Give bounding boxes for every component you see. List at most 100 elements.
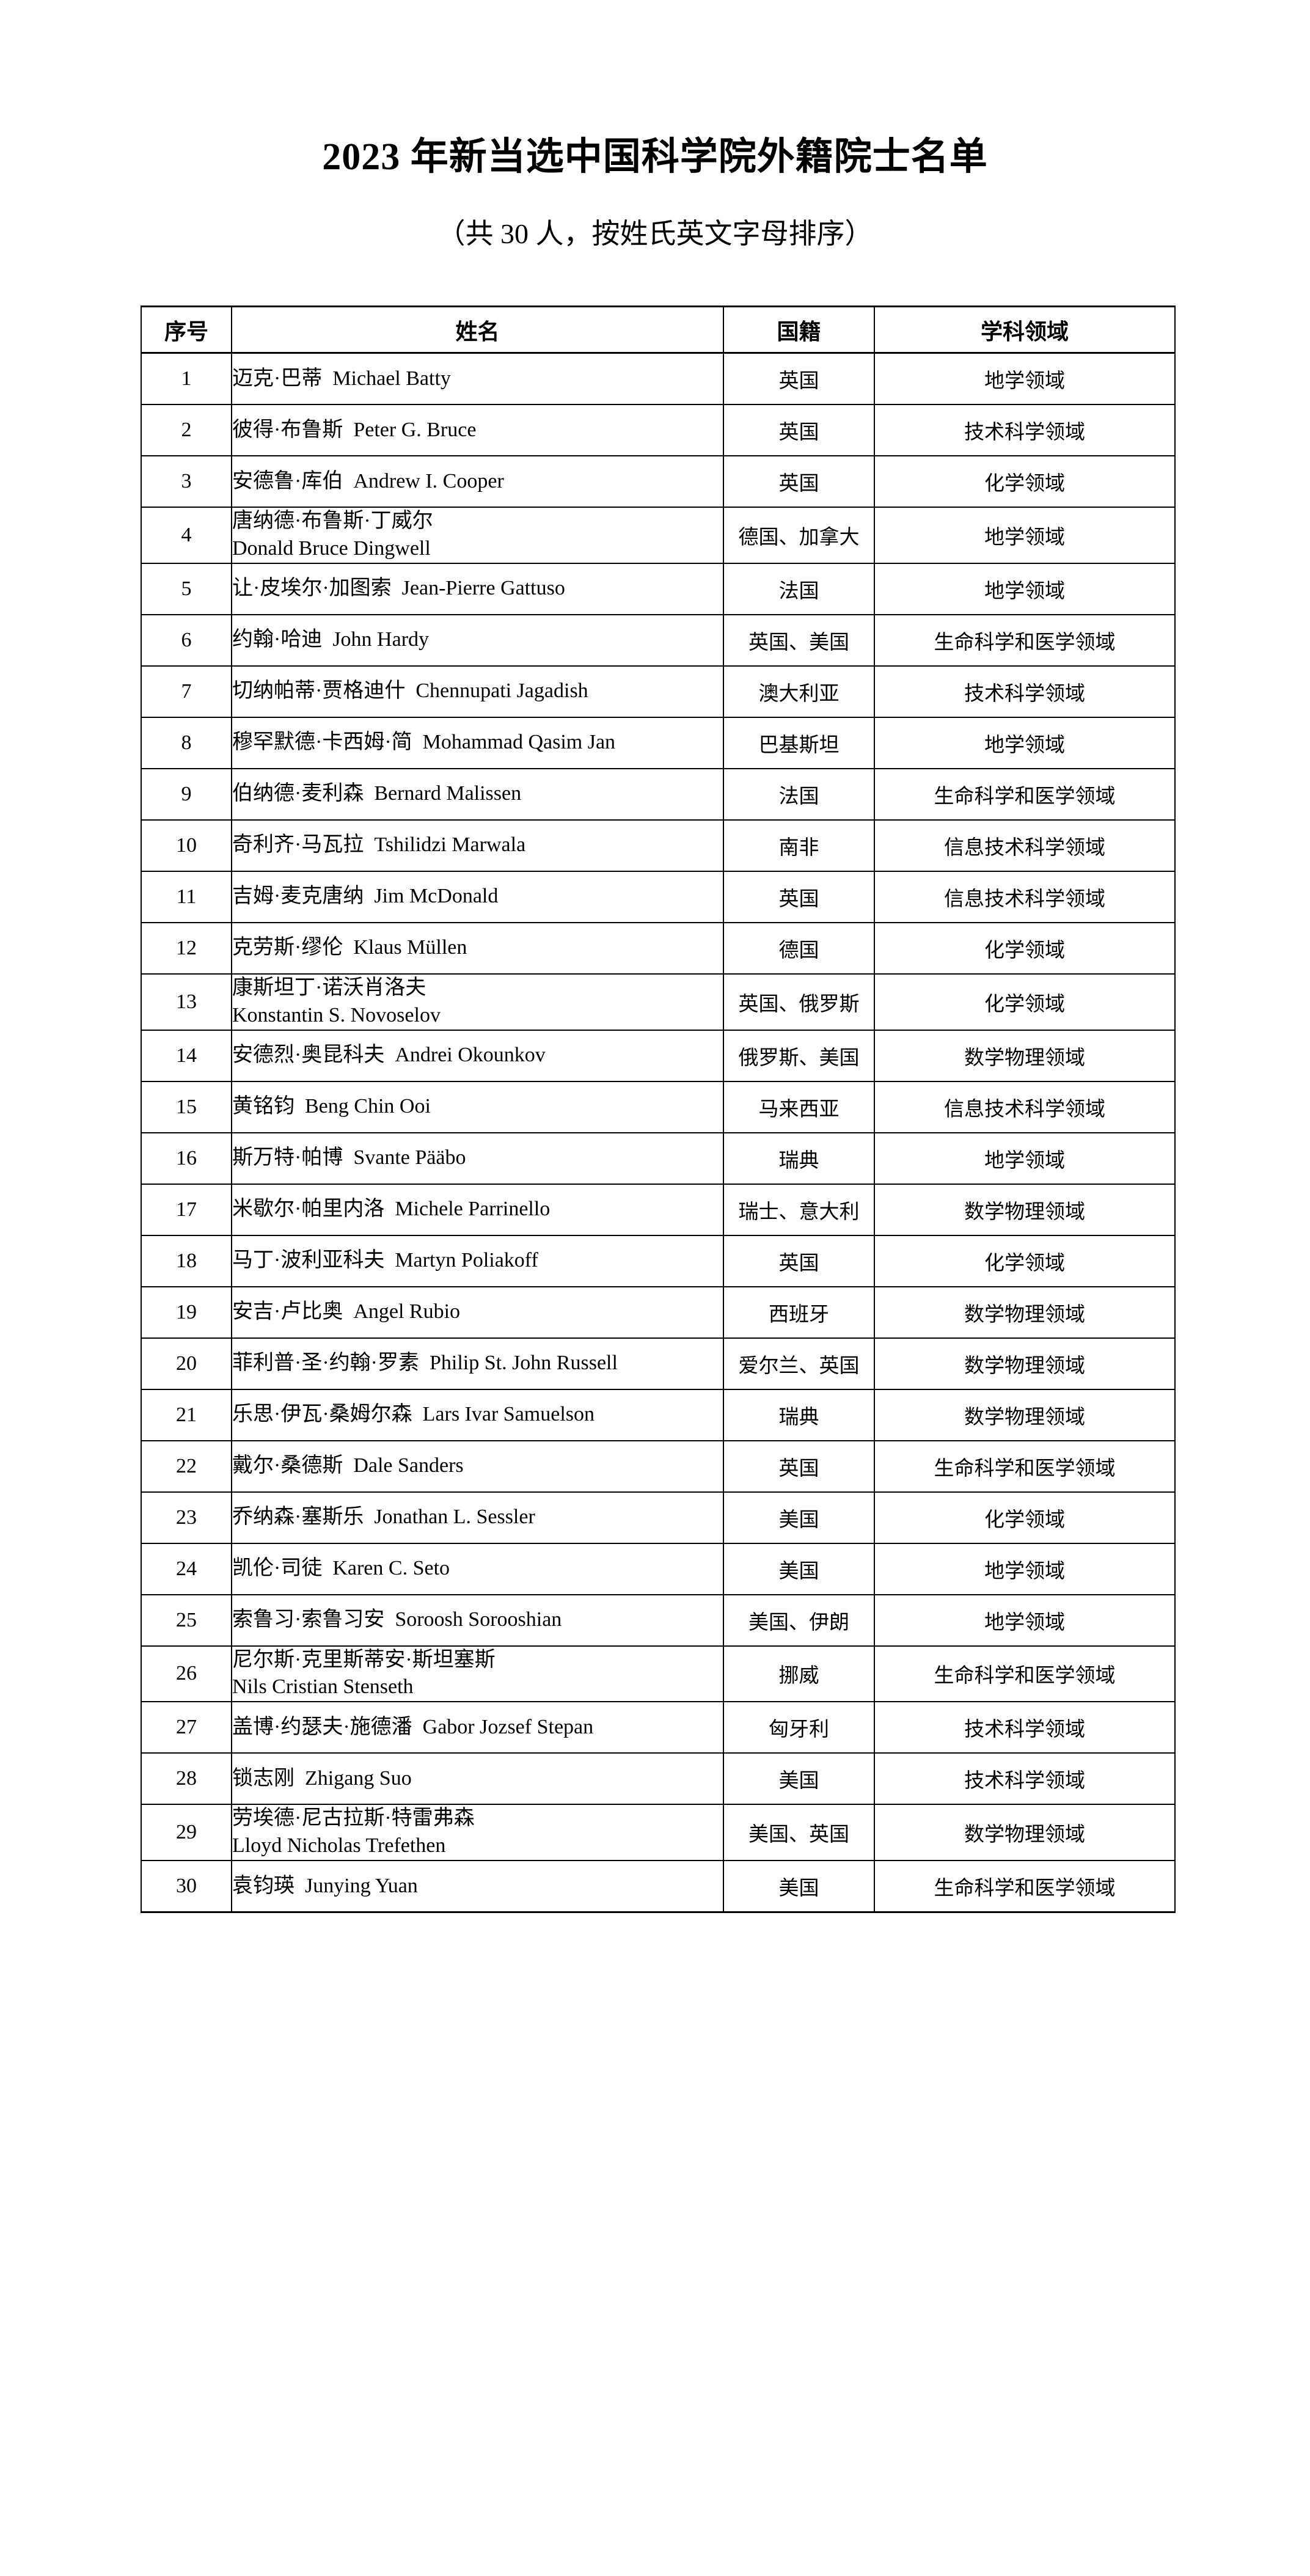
cell-discipline-field: 数学物理领域 [874,1029,1176,1082]
table-row: 14 安德烈·奥昆科夫 Andrei Okounkov 俄罗斯、美国 数学物理领域 [141,1029,1176,1082]
cell-nationality: 英国 [723,404,875,456]
cell-discipline-field: 生命科学和医学领域 [874,767,1176,821]
cell-discipline-field: 数学物理领域 [874,1337,1176,1390]
name-english: Lars Ivar Samuelson [422,1403,595,1426]
cell-name: 奇利齐·马瓦拉 Tshilidzi Marwala [231,819,724,872]
name-chinese: 劳埃德·尼古拉斯·特雷弗森 [232,1807,475,1830]
name-chinese: 乔纳森·塞斯乐 [232,1506,364,1529]
cell-nationality: 瑞士、意大利 [723,1183,875,1236]
cell-discipline-field: 地学领域 [874,1594,1176,1647]
cell-name: 锁志刚 Zhigang Suo [231,1752,724,1806]
cell-sequence: 5 [141,562,232,615]
table-row: 25 索鲁习·索鲁习安 Soroosh Sorooshian 美国、伊朗 地学领域 [141,1594,1176,1647]
cell-sequence: 26 [141,1645,232,1703]
cell-discipline-field: 数学物理领域 [874,1388,1176,1441]
name-english: Angel Rubio [353,1300,461,1323]
name-chinese: 米歇尔·帕里内洛 [232,1198,385,1221]
table-row: 6 约翰·哈迪 John Hardy 英国、美国 生命科学和医学领域 [141,613,1176,667]
cell-discipline-field: 地学领域 [874,1132,1176,1185]
cell-discipline-field: 生命科学和医学领域 [874,613,1176,667]
table-row: 1 迈克·巴蒂 Michael Batty 英国 地学领域 [141,352,1176,405]
cell-name: 安德烈·奥昆科夫 Andrei Okounkov [231,1029,724,1082]
cell-sequence: 23 [141,1491,232,1544]
cell-nationality: 英国 [723,1234,875,1287]
page-title: 2023 年新当选中国科学院外籍院士名单 [322,136,988,178]
cell-name: 让·皮埃尔·加图索 Jean-Pierre Gattuso [231,562,724,615]
cell-discipline-field: 地学领域 [874,1542,1176,1595]
name-english: Zhigang Suo [305,1766,412,1790]
name-chinese: 斯万特·帕博 [232,1146,343,1169]
cell-discipline-field: 信息技术科学领域 [874,819,1176,872]
name-chinese: 戴尔·桑德斯 [232,1454,343,1477]
table-row: 10 奇利齐·马瓦拉 Tshilidzi Marwala 南非 信息技术科学领域 [141,819,1176,872]
name-english: Michael Batty [332,367,451,390]
cell-nationality: 美国 [723,1752,875,1806]
cell-discipline-field: 技术科学领域 [874,665,1176,718]
cell-discipline-field: 化学领域 [874,1491,1176,1544]
cell-sequence: 21 [141,1388,232,1441]
cell-name: 安吉·卢比奥 Angel Rubio [231,1286,724,1339]
cell-discipline-field: 生命科学和医学领域 [874,1645,1176,1703]
cell-name: 约翰·哈迪 John Hardy [231,613,724,667]
cell-name: 戴尔·桑德斯 Dale Sanders [231,1440,724,1493]
table-row: 19 安吉·卢比奥 Angel Rubio 西班牙 数学物理领域 [141,1286,1176,1339]
cell-sequence: 27 [141,1701,232,1754]
table-row: 2 彼得·布鲁斯 Peter G. Bruce 英国 技术科学领域 [141,404,1176,456]
name-english: Martyn Poliakoff [395,1249,538,1272]
cell-name: 彼得·布鲁斯 Peter G. Bruce [231,404,724,456]
table-row: 13 康斯坦丁·诺沃肖洛夫 Konstantin S. Novoselov 英国、俄罗… [141,973,1176,1031]
table-row: 5 让·皮埃尔·加图索 Jean-Pierre Gattuso 法国 地学领域 [141,562,1176,615]
cell-sequence: 4 [141,507,232,564]
cell-discipline-field: 信息技术科学领域 [874,870,1176,923]
table-row: 4 唐纳德·布鲁斯·丁威尔 Donald Bruce Dingwell 德国、加拿大地… [141,507,1176,564]
cell-sequence: 15 [141,1080,232,1133]
cell-discipline-field: 化学领域 [874,973,1176,1031]
table-row: 17 米歇尔·帕里内洛 Michele Parrinello 瑞士、意大利 数学物理领… [141,1183,1176,1236]
name-english: John Hardy [332,628,430,651]
table-row: 7 切纳帕蒂·贾格迪什 Chennupati Jagadish 澳大利亚 技术科学领域 [141,665,1176,718]
cell-discipline-field: 生命科学和医学领域 [874,1860,1176,1913]
cell-name: 盖博·约瑟夫·施德潘 Gabor Jozsef Stepan [231,1701,724,1754]
table-row: 15 黄铭钧 Beng Chin Ooi 马来西亚 信息技术科学领域 [141,1080,1176,1133]
name-chinese: 安吉·卢比奥 [232,1300,343,1323]
table-row: 26 尼尔斯·克里斯蒂安·斯坦塞斯 Nils Cristian Stenseth 挪威… [141,1645,1176,1703]
column-header-sequence: 序号 [141,306,232,354]
cell-name: 迈克·巴蒂 Michael Batty [231,352,724,405]
cell-sequence: 14 [141,1029,232,1082]
table-row: 30 袁钧瑛 Junying Yuan 美国 生命科学和医学领域 [141,1860,1176,1913]
cell-nationality: 美国、伊朗 [723,1594,875,1647]
cell-sequence: 13 [141,973,232,1031]
cell-nationality: 美国、英国 [723,1804,875,1861]
name-english: Jonathan L. Sessler [374,1506,535,1529]
name-english: Junying Yuan [305,1874,418,1897]
cell-sequence: 3 [141,455,232,508]
cell-name: 袁钧瑛 Junying Yuan [231,1860,724,1913]
cell-nationality: 巴基斯坦 [723,716,875,769]
name-english: Mohammad Qasim Jan [422,731,616,754]
table-row: 8 穆罕默德·卡西姆·简 Mohammad Qasim Jan 巴基斯坦 地学领域 [141,716,1176,769]
name-english: Chennupati Jagadish [415,679,588,703]
name-english: Karen C. Seto [332,1557,450,1580]
name-chinese: 唐纳德·布鲁斯·丁威尔 [232,510,433,532]
cell-nationality: 匈牙利 [723,1701,875,1754]
name-english: Klaus Müllen [353,936,467,959]
cell-discipline-field: 数学物理领域 [874,1286,1176,1339]
name-english: Beng Chin Ooi [305,1095,431,1118]
name-english: Konstantin S. Novoselov [232,1003,441,1026]
cell-sequence: 30 [141,1860,232,1913]
cell-nationality: 德国、加拿大 [723,507,875,564]
name-chinese: 菲利普·圣·约翰·罗素 [232,1352,419,1375]
cell-discipline-field: 信息技术科学领域 [874,1080,1176,1133]
cell-sequence: 10 [141,819,232,872]
roster-table-wrapper: 序号 姓名 国籍 学科领域 1 迈克·巴蒂 Michael Batty 英国 地学领域… [141,306,1176,1913]
name-chinese: 奇利齐·马瓦拉 [232,833,364,857]
cell-name: 劳埃德·尼古拉斯·特雷弗森 Lloyd Nicholas Trefethen [231,1804,724,1861]
name-chinese: 切纳帕蒂·贾格迪什 [232,679,406,703]
cell-sequence: 1 [141,352,232,405]
column-header-nationality: 国籍 [723,306,875,354]
cell-sequence: 28 [141,1752,232,1806]
cell-sequence: 29 [141,1804,232,1861]
cell-name: 吉姆·麦克唐纳 Jim McDonald [231,870,724,923]
cell-sequence: 17 [141,1183,232,1236]
